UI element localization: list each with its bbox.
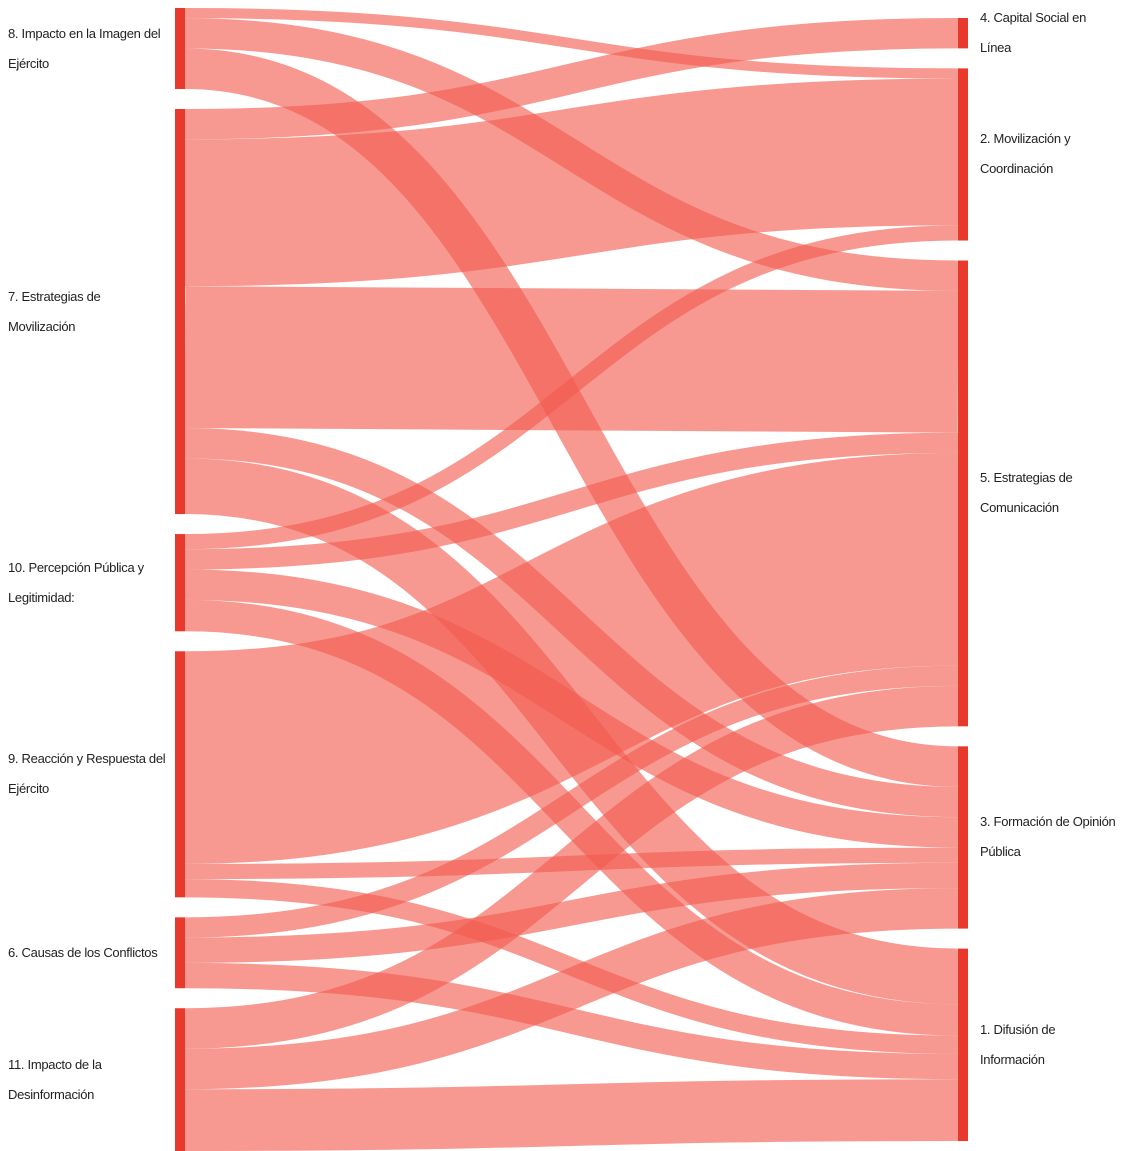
source-node	[175, 8, 185, 90]
link	[184, 78, 959, 287]
node-label: 8. Impacto en la Imagen del Ejército	[8, 25, 161, 71]
source-node	[175, 534, 185, 632]
link	[184, 685, 959, 1049]
target-node	[958, 68, 968, 241]
node-label: 7. Estrategias de Movilización	[8, 288, 101, 334]
node-label: 5. Estrategias de Comunicación	[980, 470, 1073, 516]
link	[184, 862, 959, 963]
source-node	[175, 917, 185, 989]
node-label: 10. Percepción Pública y Legitimidad:	[8, 559, 144, 605]
node-label: 11. Impacto de la Desinformación	[8, 1056, 102, 1102]
link	[184, 286, 959, 433]
target-node	[958, 18, 968, 49]
link	[184, 18, 959, 140]
source-node	[175, 109, 185, 515]
target-node	[958, 746, 968, 929]
node-label: 1. Difusión de Información	[980, 1021, 1056, 1067]
node-label: 2. Movilización y Coordinación	[980, 131, 1071, 177]
node-label: 3. Formación de Opinión Pública	[980, 814, 1116, 860]
target-node	[958, 948, 968, 1141]
source-node	[175, 651, 185, 898]
link	[184, 8, 959, 79]
link	[184, 452, 959, 864]
link	[184, 879, 959, 1054]
node-label: 4. Capital Social en Línea	[980, 10, 1087, 56]
node-label: 6. Causas de los Conflictos	[8, 944, 158, 960]
link	[184, 962, 959, 1080]
source-node	[175, 1008, 185, 1151]
link	[184, 665, 959, 938]
link	[184, 1079, 959, 1151]
link	[184, 888, 959, 1090]
link	[184, 225, 959, 550]
node-label: 9. Reacción y Respuesta del Ejército	[8, 751, 166, 797]
target-node	[958, 260, 968, 727]
link	[184, 432, 959, 570]
